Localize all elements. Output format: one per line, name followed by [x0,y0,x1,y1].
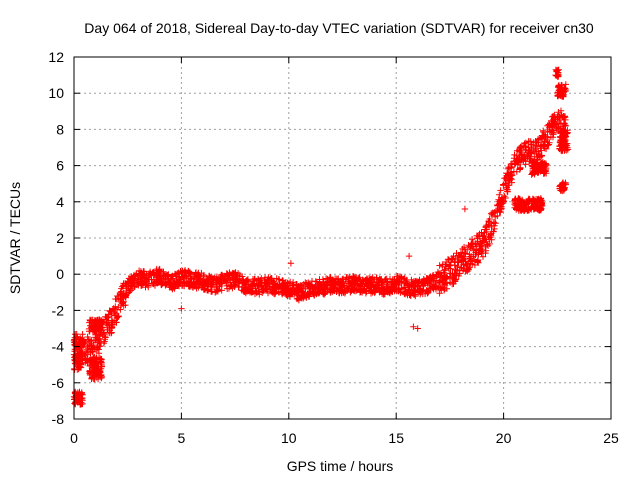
x-tick-label: 20 [496,430,512,446]
y-tick-label: -2 [52,302,65,318]
x-tick-label: 0 [70,430,78,446]
y-tick-label: 10 [48,85,64,101]
chart-title: Day 064 of 2018, Sidereal Day-to-day VTE… [84,20,594,36]
data-series [70,66,572,408]
axis-ticks: 0 5 10 15 20 25 -8 -6 -4 -2 0 2 4 6 8 10 12 [48,49,619,446]
y-axis-title: SDTVAR / TECUs [7,182,23,294]
y-tick-label: -8 [52,411,65,427]
y-tick-label: 4 [56,194,64,210]
y-tick-label: -6 [52,375,65,391]
sdtvar-points [70,66,572,408]
x-axis-title: GPS time / hours [287,458,394,474]
x-tick-label: 25 [603,430,619,446]
y-tick-label: 0 [56,266,64,282]
x-tick-label: 10 [281,430,297,446]
y-tick-label: -4 [52,339,65,355]
x-tick-label: 5 [178,430,186,446]
y-tick-label: 8 [56,121,64,137]
y-tick-label: 6 [56,158,64,174]
x-tick-label: 15 [388,430,404,446]
y-tick-label: 2 [56,230,64,246]
y-tick-label: 12 [48,49,64,65]
grid-lines [74,57,611,419]
